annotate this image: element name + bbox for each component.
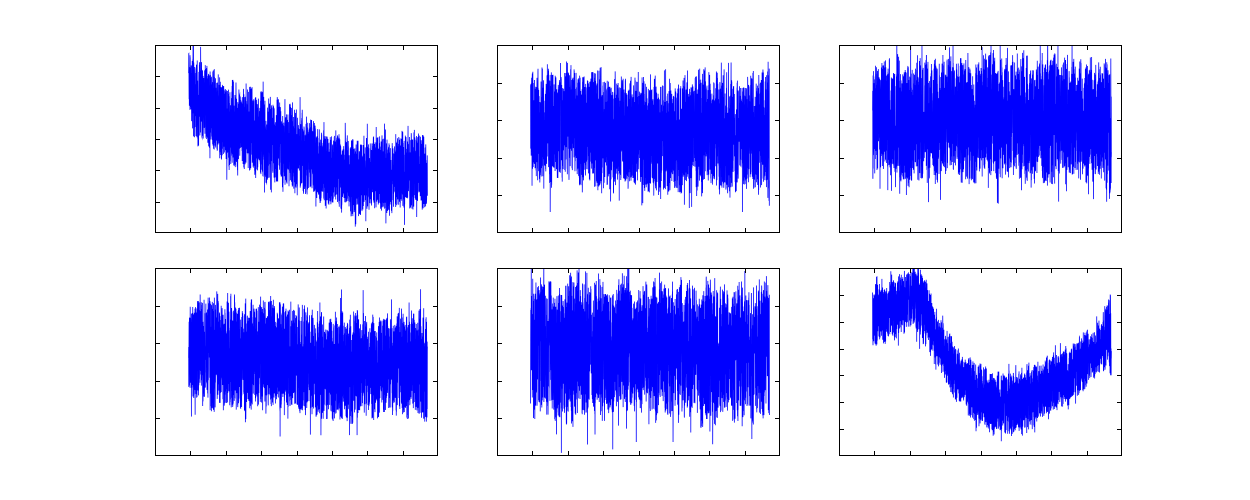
plot-area-u2	[497, 268, 780, 456]
plot-area-q2	[155, 268, 438, 456]
plot-area-i2	[839, 268, 1122, 456]
plot-area-q1	[497, 45, 780, 233]
plot-area-u1	[839, 45, 1122, 233]
plot-area-i1	[155, 45, 438, 233]
